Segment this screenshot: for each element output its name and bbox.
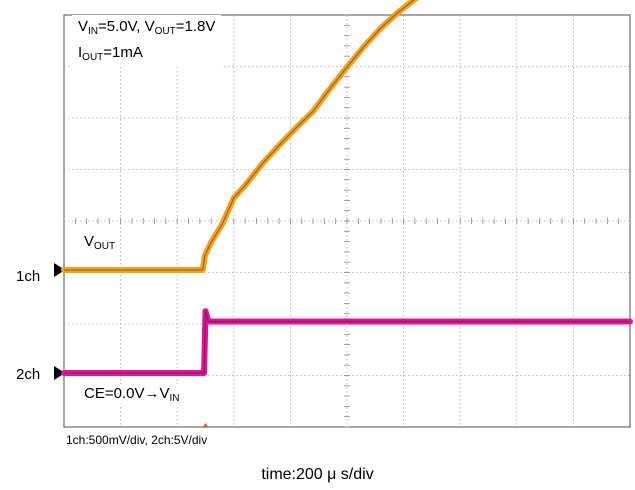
traces — [61, 0, 633, 376]
channel-label-1: 1ch — [16, 268, 41, 285]
ground-marker-1ch — [54, 263, 65, 277]
conditions-label: VIN=5.0V, VOUT=1.8V IOUT=1mA — [72, 15, 222, 67]
channel-label-2: 2ch — [16, 366, 41, 383]
trace-noise-1ch — [64, 0, 415, 271]
trigger-marker-bottom — [202, 423, 209, 427]
conditions-line-1: VIN=5.0V, VOUT=1.8V — [78, 18, 216, 37]
series-label-ce: CE=0.0V→VIN — [80, 384, 184, 404]
conditions-line-2: IOUT=1mA — [78, 44, 143, 63]
ground-marker-2ch — [54, 366, 65, 380]
trace-noise-2ch — [64, 311, 630, 374]
grid — [63, 14, 631, 428]
series-label-vout: VOUT — [80, 232, 120, 252]
x-axis-label: time:200 μ s/div — [261, 466, 374, 483]
scale-note: 1ch:500mV/div, 2ch:5V/div — [66, 433, 208, 447]
